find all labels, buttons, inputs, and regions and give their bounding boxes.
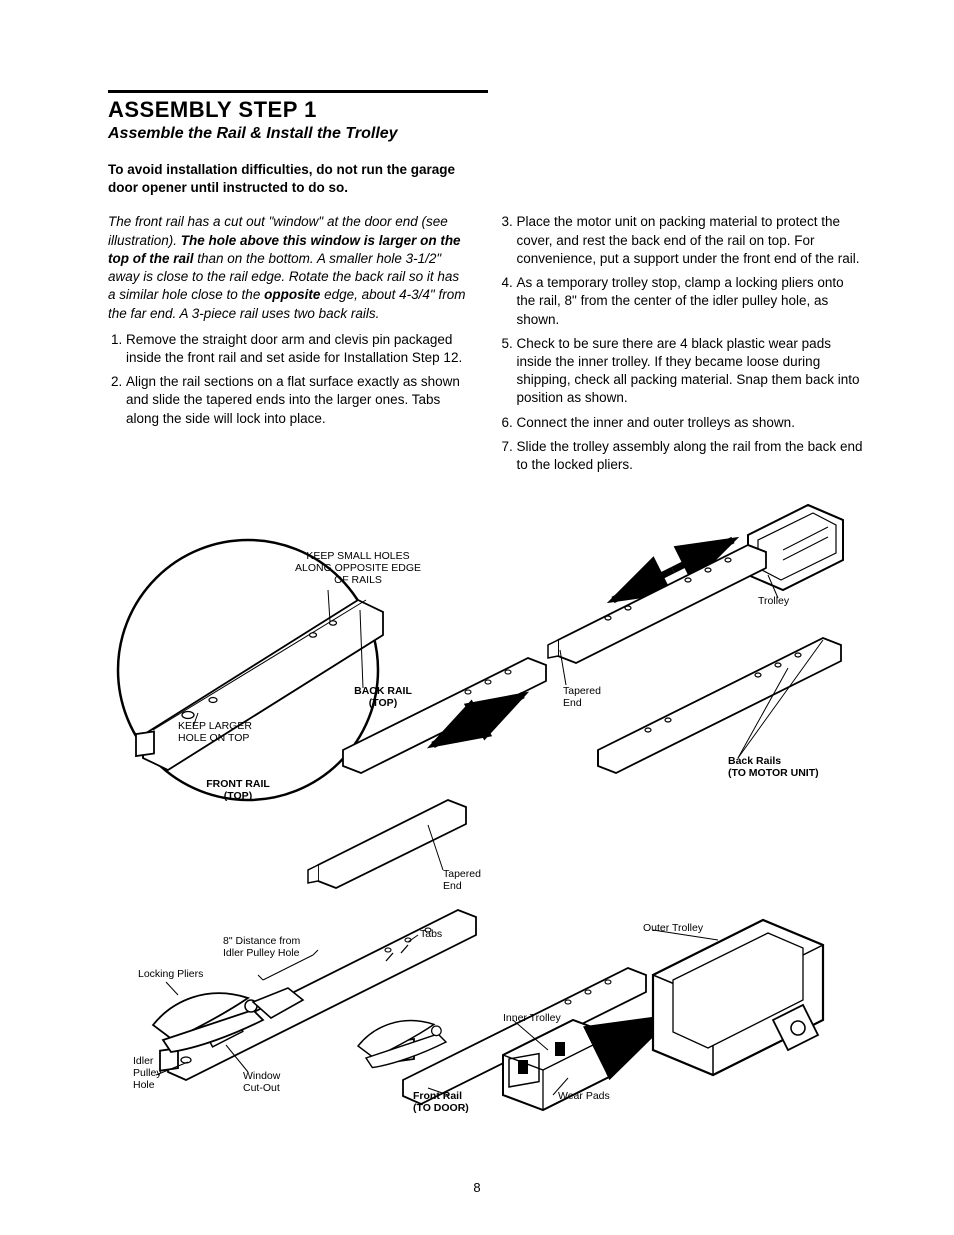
step-item: Remove the straight door arm and clevis … xyxy=(126,331,469,367)
label-keep-larger-hole: KEEP LARGERHOLE ON TOP xyxy=(178,720,268,744)
label-window-cutout: WindowCut-Out xyxy=(243,1070,303,1094)
left-column: The front rail has a cut out "window" at… xyxy=(108,213,469,480)
right-steps-list: Place the motor unit on packing material… xyxy=(499,213,864,474)
label-tapered-end-upper: TaperedEnd xyxy=(563,685,601,709)
label-trolley: Trolley xyxy=(758,595,789,607)
label-front-rail-door: Front Rail(TO DOOR) xyxy=(413,1090,469,1114)
label-wear-pads: Wear Pads xyxy=(558,1090,610,1102)
label-inner-trolley: Inner Trolley xyxy=(503,1012,561,1024)
step-item: Align the rail sections on a flat surfac… xyxy=(126,373,469,428)
step-subtitle: Assemble the Rail & Install the Trolley xyxy=(108,125,864,143)
label-locking-pliers: Locking Pliers xyxy=(138,968,203,980)
text-columns: The front rail has a cut out "window" at… xyxy=(108,213,864,480)
label-front-rail-top: FRONT RAIL(TOP) xyxy=(193,778,283,802)
label-idler-pulley-hole: IdlerPulleyHole xyxy=(133,1055,178,1091)
intro-warning: To avoid installation difficulties, do n… xyxy=(108,161,488,197)
label-back-rails-motor: Back Rails(TO MOTOR UNIT) xyxy=(728,755,819,779)
header-rule xyxy=(108,90,488,93)
italic-note: The front rail has a cut out "window" at… xyxy=(108,213,469,322)
step-item: Connect the inner and outer trolleys as … xyxy=(517,414,864,432)
manual-page: ASSEMBLY STEP 1 Assemble the Rail & Inst… xyxy=(0,0,954,1235)
label-distance: 8" Distance fromIdler Pulley Hole xyxy=(223,935,333,959)
left-steps-list: Remove the straight door arm and clevis … xyxy=(108,331,469,428)
label-outer-trolley: Outer Trolley xyxy=(643,922,703,934)
right-column: Place the motor unit on packing material… xyxy=(499,213,864,480)
label-tabs: Tabs xyxy=(420,928,442,940)
step-item: Place the motor unit on packing material… xyxy=(517,213,864,268)
label-tapered-end-lower: TaperedEnd xyxy=(443,868,481,892)
step-item: As a temporary trolley stop, clamp a loc… xyxy=(517,274,864,329)
italic-bold2: opposite xyxy=(264,287,320,302)
page-number: 8 xyxy=(0,1180,954,1195)
step-item: Check to be sure there are 4 black plast… xyxy=(517,335,864,408)
assembly-diagram: KEEP SMALL HOLESALONG OPPOSITE EDGEOF RA… xyxy=(108,490,866,1120)
step-title: ASSEMBLY STEP 1 xyxy=(108,97,864,123)
label-keep-small-holes: KEEP SMALL HOLESALONG OPPOSITE EDGEOF RA… xyxy=(288,550,428,586)
label-back-rail-top: BACK RAIL(TOP) xyxy=(343,685,423,709)
step-item: Slide the trolley assembly along the rai… xyxy=(517,438,864,474)
